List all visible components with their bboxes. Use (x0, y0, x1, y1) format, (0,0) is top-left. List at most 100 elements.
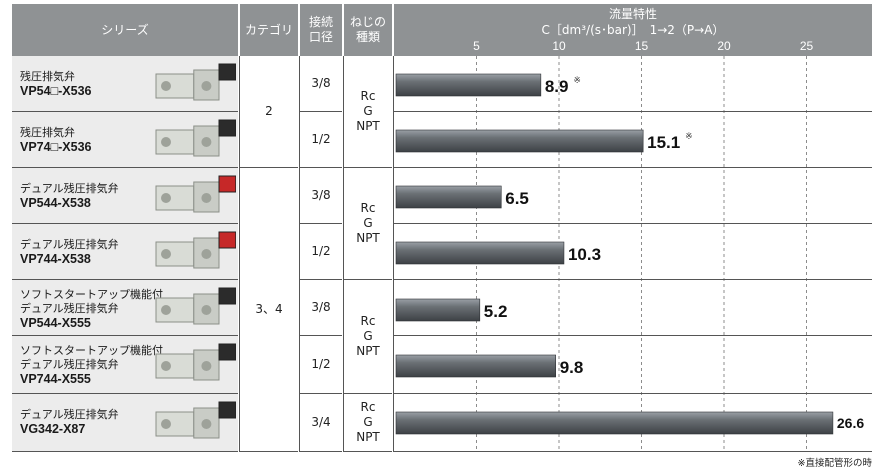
x-tick-label: 5 (473, 39, 480, 53)
data-label: 5.2 (484, 302, 508, 321)
port-size-cell: 1/2 (300, 224, 342, 280)
data-label: 10.3 (568, 245, 601, 264)
header-divider (238, 4, 240, 56)
row-name: 残圧排気弁 VP54□-X536 (20, 70, 91, 99)
x-tick-label: 10 (552, 39, 566, 53)
thread-type-item: G (363, 329, 373, 343)
header-thread-line1: ねじの (349, 15, 386, 29)
thread-type-item: G (363, 415, 373, 429)
chart-row-cell (394, 168, 872, 224)
category-cell-a: 2 (240, 56, 298, 168)
header-port-size: 接続 口径 (300, 4, 342, 56)
valve-product-icon (155, 63, 236, 101)
thread-type-item: NPT (356, 430, 380, 444)
valve-product-icon (155, 401, 236, 439)
row-name: デュアル残圧排気弁 VG342-X87 (20, 408, 119, 437)
flow-unit: C［dm³/(s･bar)］ 1→2（P→A） (541, 23, 725, 37)
valve-product-icon (155, 119, 236, 157)
row-model: VP74□-X536 (20, 140, 92, 154)
row-name-line2: 残圧排気弁 (20, 126, 75, 139)
header-thread-type: ねじの 種類 (344, 4, 392, 56)
table-row: ソフトスタートアップ機能付 デュアル残圧排気弁 VP744-X555 (12, 336, 238, 394)
row-name-line1: ソフトスタートアップ機能付 (20, 344, 163, 357)
port-size-cell: 1/2 (300, 112, 342, 168)
table-row: ソフトスタートアップ機能付 デュアル残圧排気弁 VP544-X555 (12, 280, 238, 336)
row-model: VP544-X538 (20, 196, 91, 210)
bar (395, 241, 565, 265)
footnote-mark: ※ (685, 131, 693, 141)
row-name-line2: デュアル残圧排気弁 (20, 182, 119, 195)
table-row: 残圧排気弁 VP74□-X536 (12, 112, 238, 168)
port-size: 1/2 (311, 132, 331, 146)
valve-product-icon (155, 343, 236, 381)
row-name-line2: デュアル残圧排気弁 (20, 302, 119, 315)
header-flow (394, 4, 872, 56)
chart-row-cell (394, 394, 872, 452)
row-name: 残圧排気弁 VP74□-X536 (20, 126, 91, 155)
thread-type-item: Rc (360, 314, 376, 328)
data-label: 6.5 (505, 189, 529, 208)
footnote: ※直接配管形の時 (797, 458, 872, 469)
thread-type-item: G (363, 104, 373, 118)
bar (395, 298, 481, 322)
row-name-line2: 残圧排気弁 (20, 70, 75, 83)
category-cell-b: 3、4 (240, 168, 298, 452)
chart-row-cell (394, 224, 872, 280)
data-label: 8.9 (545, 77, 569, 96)
thread-cell-b: Rc G NPT (344, 168, 392, 280)
port-size-cell: 1/2 (300, 336, 342, 394)
thread-type-item: Rc (360, 201, 376, 215)
x-tick-label: 20 (717, 39, 731, 53)
chart-row-cell (394, 336, 872, 394)
port-size-cell: 3/8 (300, 168, 342, 224)
port-size: 1/2 (311, 357, 331, 371)
column-divider (343, 56, 344, 452)
row-model: VG342-X87 (20, 422, 86, 436)
x-tick-label: 15 (635, 39, 649, 53)
header-port-line1: 接続 (308, 15, 333, 29)
thread-cell-a: Rc G NPT (344, 56, 392, 168)
port-size: 3/8 (311, 76, 331, 90)
valve-product-icon (155, 231, 236, 269)
thread-type-item: Rc (360, 89, 376, 103)
flow-title: 流量特性 (608, 7, 657, 21)
chart-row-cell (394, 56, 872, 112)
thread-cell-c: Rc G NPT (344, 280, 392, 394)
header-divider (342, 4, 344, 56)
row-model: VP744-X555 (20, 372, 91, 386)
valve-product-icon (155, 287, 236, 325)
thread-type-item: NPT (356, 344, 380, 358)
row-name: デュアル残圧排気弁 VP544-X538 (20, 182, 119, 211)
port-size-cell: 3/4 (300, 394, 342, 452)
column-divider (239, 56, 240, 452)
header-category-label: カテゴリ (244, 22, 293, 37)
thread-cell-d: Rc G NPT (344, 394, 392, 452)
bar (395, 185, 502, 209)
data-label: 9.8 (560, 358, 584, 377)
row-name: ソフトスタートアップ機能付 デュアル残圧排気弁 VP544-X555 (20, 288, 163, 331)
thread-type-item: NPT (356, 231, 380, 245)
header-thread-line2: 種類 (355, 30, 380, 44)
row-model: VP54□-X536 (20, 84, 92, 98)
port-size: 3/8 (311, 300, 331, 314)
thread-type-item: NPT (356, 119, 380, 133)
header-divider (298, 4, 300, 56)
thread-type-item: Rc (360, 400, 376, 414)
chart-row-cell (394, 112, 872, 168)
data-label: 15.1 (647, 133, 680, 152)
row-name: ソフトスタートアップ機能付 デュアル残圧排気弁 VP744-X555 (20, 344, 163, 387)
table-row: デュアル残圧排気弁 VG342-X87 (12, 394, 238, 452)
port-size-cell: 3/8 (300, 280, 342, 336)
chart-row-cell (394, 280, 872, 336)
column-divider (393, 56, 394, 452)
bar (395, 73, 542, 97)
header-port-line2: 口径 (308, 30, 333, 44)
category-value: 3、4 (255, 302, 283, 316)
header-series: シリーズ (12, 4, 238, 56)
table-row: 残圧排気弁 VP54□-X536 (12, 56, 238, 112)
bar (395, 129, 644, 153)
footnote-mark: ※ (573, 75, 581, 85)
row-model: VP544-X555 (20, 316, 91, 330)
table-row: デュアル残圧排気弁 VP744-X538 (12, 224, 238, 280)
